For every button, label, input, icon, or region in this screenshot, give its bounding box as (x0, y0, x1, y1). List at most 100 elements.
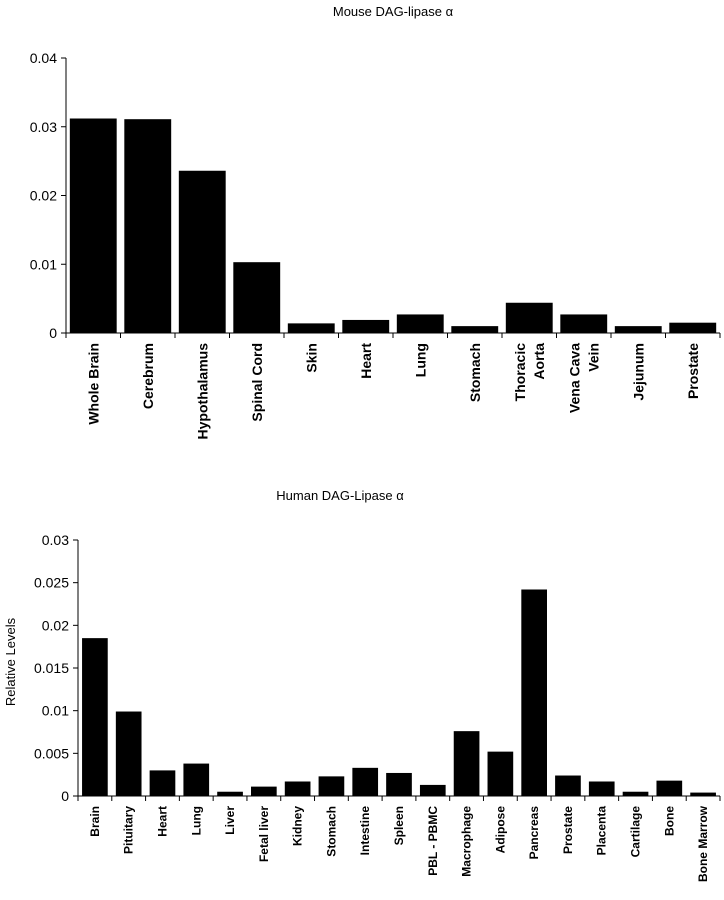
x-tick-label-line: Kidney (291, 806, 305, 846)
x-tick-label: Cerebrum (140, 343, 156, 409)
x-tick-label: Pituitary (122, 806, 136, 854)
x-tick-label-line: Adipose (493, 806, 507, 854)
bar (614, 326, 662, 333)
bar (487, 751, 514, 796)
x-tick-label: Spinal Cord (249, 343, 265, 422)
x-tick-label-line: Cerebrum (140, 343, 156, 409)
x-tick-label: Macrophage (460, 806, 474, 877)
bar (386, 772, 412, 796)
chart-title: Human DAG-Lipase α (276, 488, 404, 503)
x-tick-label-line: Lung (412, 343, 428, 377)
bar (342, 319, 390, 333)
x-tick-label: Vena Cava Vein (566, 343, 601, 413)
x-tick-label-line: Heart (155, 806, 169, 837)
chart-title: Mouse DAG-lipase α (333, 4, 454, 19)
bar (284, 781, 311, 796)
x-tick-label-line: Liver (223, 806, 237, 835)
bar (560, 314, 608, 333)
bar (656, 780, 683, 796)
x-tick-label: Hypothalamus (194, 343, 210, 440)
bar (69, 118, 117, 333)
bar (115, 711, 142, 796)
x-tick-label-line: Skin (303, 343, 319, 373)
bar (178, 170, 226, 333)
x-tick-label-line: Whole Brain (85, 343, 101, 425)
x-tick-label: Fetal liver (257, 806, 271, 862)
x-tick-label-line: Stomach (324, 806, 338, 857)
x-tick-label: Liver (223, 806, 237, 835)
x-tick-label: Spleen (392, 806, 406, 845)
bar (555, 775, 581, 796)
x-tick-label: Cartilage (629, 806, 643, 858)
x-tick-label-line: Spinal Cord (249, 343, 265, 422)
y-tick-label: 0.02 (42, 617, 69, 633)
x-tick-label: Prostate (561, 806, 575, 854)
x-tick-label: Pancreas (527, 806, 541, 860)
x-tick-label-line: Heart (358, 343, 374, 379)
x-tick-label: Jejunum (630, 343, 646, 401)
y-tick-label: 0 (61, 788, 69, 804)
y-tick-label: 0.005 (34, 745, 69, 761)
x-tick-label: Thoracic Aorta (512, 343, 547, 402)
x-tick-label-line: Vena Cava (566, 343, 582, 413)
x-tick-label-line: Bone Marrow (696, 805, 710, 882)
bar (588, 781, 615, 796)
x-tick-label: Brain (88, 806, 102, 837)
bar (453, 731, 480, 796)
bar (396, 314, 444, 333)
x-tick-label: Bone (662, 806, 676, 836)
y-tick-label: 0.025 (34, 575, 69, 591)
x-tick-label-line: Placenta (595, 806, 609, 856)
x-tick-label-line: Bone (662, 806, 676, 836)
x-tick-label-line: Thoracic (512, 343, 528, 402)
x-tick-label-line: Pituitary (122, 806, 136, 854)
bar (318, 776, 345, 796)
x-tick-label: Heart (155, 806, 169, 837)
bar (505, 302, 553, 333)
x-tick-label-line: Brain (88, 806, 102, 837)
x-tick-label-line: Macrophage (460, 806, 474, 877)
bar (352, 767, 379, 796)
y-tick-label: 0.02 (30, 188, 57, 204)
bar (521, 589, 547, 796)
x-tick-label: Bone Marrow (696, 805, 710, 882)
x-tick-label-line: Fetal liver (257, 806, 271, 862)
bar (233, 262, 281, 333)
x-tick-label-line: Intestine (358, 806, 372, 856)
x-tick-label: Prostate (685, 343, 701, 399)
bar (82, 638, 108, 796)
x-tick-label-line: Spleen (392, 806, 406, 845)
x-tick-label: Stomach (467, 343, 483, 402)
bar (251, 786, 277, 796)
y-tick-label: 0.015 (34, 660, 69, 676)
x-tick-label-line: Lung (189, 806, 203, 835)
y-tick-label: 0.01 (42, 703, 69, 719)
y-tick-label: 0.03 (42, 532, 69, 548)
y-tick-label: 0.01 (30, 256, 57, 272)
bar (451, 326, 499, 333)
bar (124, 119, 172, 333)
bar (183, 763, 210, 796)
x-tick-label: PBL - PBMC (426, 806, 440, 876)
bar (287, 323, 335, 333)
x-tick-label: Lung (412, 343, 428, 377)
x-tick-label: Intestine (358, 806, 372, 856)
y-axis-label: Relative Levels (3, 617, 18, 706)
x-tick-label: Skin (303, 343, 319, 373)
mouse-dag-lipase-chart: Mouse DAG-lipase α 0 0.01 0.02 0.03 0.04 Whol… (30, 4, 721, 440)
x-tick-label-line: Pancreas (527, 806, 541, 860)
bar (217, 791, 243, 796)
x-tick-label: Placenta (595, 806, 609, 856)
x-tick-label: Stomach (324, 806, 338, 857)
x-tick-label-line: PBL - PBMC (426, 806, 440, 876)
bar (622, 791, 649, 796)
bar (669, 322, 717, 333)
x-tick-label-line: Aorta (531, 343, 547, 380)
x-tick-label-line: Jejunum (630, 343, 646, 401)
y-tick-label: 0.03 (30, 119, 57, 135)
x-tick-label: Adipose (493, 806, 507, 854)
y-tick-label: 0.04 (30, 50, 57, 66)
x-tick-label-line: Prostate (685, 343, 701, 399)
bar (419, 784, 446, 796)
